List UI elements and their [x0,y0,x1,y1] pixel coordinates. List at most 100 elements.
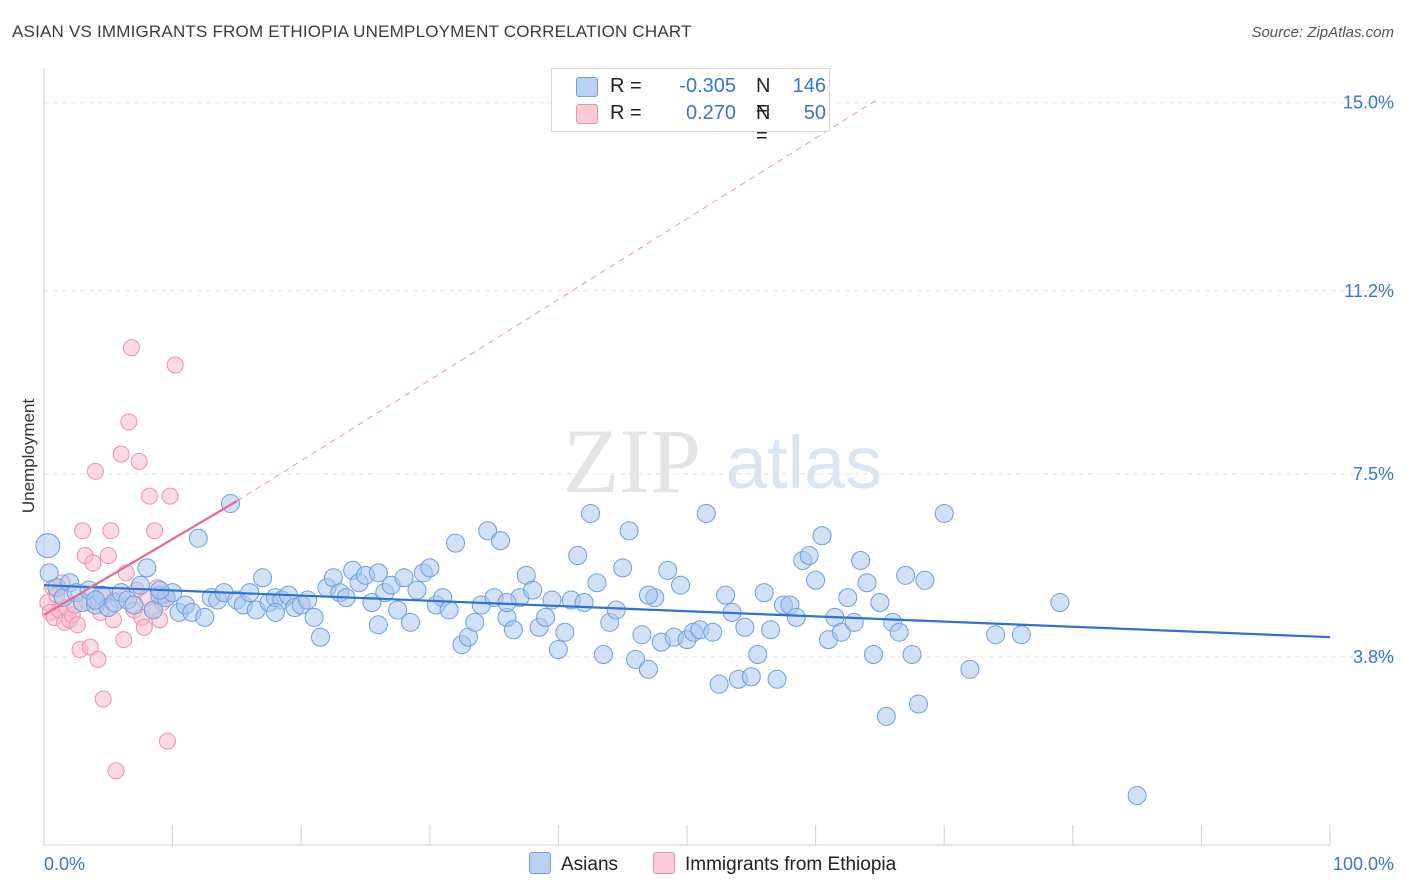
asian-point-15 [130,575,150,595]
asian-point-126 [844,612,864,632]
asian-point-58 [407,580,427,600]
asian-point-78 [536,607,556,627]
asian-point-94 [638,659,658,679]
asians-n-label: N = [756,75,771,120]
asian-point-55 [388,600,408,620]
y-tick-label-0: 3.8% [1353,647,1394,667]
ethiopia-point-22 [94,690,112,708]
asian-point-130 [870,593,890,613]
ethiopia-r-value: 0.270 [685,102,736,124]
bottom-asians-label: Asians [561,854,619,875]
ethiopia-point-12 [68,616,86,634]
ethiopia-points [39,339,184,780]
asian-point-67 [465,612,485,632]
asian-point-41 [298,590,318,610]
zipatlas-watermark: ZIP atlas [563,410,882,512]
ethiopia-trend-extension [236,97,881,502]
asian-point-131 [876,706,896,726]
x-axis-max-label: 100.0% [1333,854,1394,874]
asian-point-97 [658,560,678,580]
asian-point-86 [587,573,607,593]
asian-point-136 [908,694,928,714]
x-ticks [43,825,1331,845]
asian-points [35,494,1147,806]
asian-point-42 [304,607,324,627]
bottom-ethiopia-swatch [653,852,675,874]
ethiopia-n-value: 50 [803,102,826,124]
asian-point-110 [741,667,761,687]
asian-point-52 [368,615,388,635]
asian-point-146 [265,602,285,622]
asian-point-128 [857,573,877,593]
x-axis-min-label: 0.0% [44,854,85,874]
ethiopia-point-19 [86,462,104,480]
asian-point-103 [696,503,716,523]
asian-point-138 [934,503,954,523]
asian-point-148 [497,593,517,613]
asians-swatch [576,77,598,97]
trend-lines [43,97,1331,639]
ethiopia-point-25 [102,522,120,540]
asian-point-105 [709,674,729,694]
asian-point-129 [863,644,883,664]
asian-point-149 [638,585,658,605]
asian-point-89 [606,600,626,620]
ethiopia-point-38 [135,618,153,636]
asian-point-90 [613,558,633,578]
ethiopia-point-49 [166,356,184,374]
asian-point-117 [786,607,806,627]
ethiopia-point-30 [115,631,133,649]
watermark-zip: ZIP [563,410,701,512]
asian-point-56 [394,568,414,588]
asian-point-43 [310,627,330,647]
asian-point-134 [896,565,916,585]
ethiopia-r-label: R = [610,102,648,124]
asian-point-57 [401,612,421,632]
asian-point-143 [1127,786,1147,806]
source-credit: Source: ZipAtlas.com [1251,24,1394,41]
asian-point-121 [812,526,832,546]
asian-point-111 [748,644,768,664]
asian-point-119 [799,546,819,566]
asian-point-91 [619,521,639,541]
asian-point-124 [831,622,851,642]
ethiopia-point-36 [130,453,148,470]
asian-point-84 [574,593,594,613]
ethiopia-point-42 [146,522,164,540]
asian-point-14 [124,595,144,615]
asian-point-113 [761,620,781,640]
asian-point-93 [632,625,652,645]
ethiopia-point-18 [84,554,102,572]
asian-point-112 [754,583,774,603]
asian-point-133 [889,622,909,642]
asian-point-1 [39,563,59,583]
asian-point-125 [838,588,858,608]
watermark-atlas: atlas [726,421,882,504]
asian-point-69 [478,521,498,541]
y-tick-labels: 3.8% 7.5% 11.2% 15.0% [1343,93,1394,667]
asian-trend-line [43,584,1331,639]
asian-point-109 [735,617,755,637]
asian-point-92 [626,649,646,669]
ethiopia-point-14 [74,522,92,540]
chart-title: ASIAN VS IMMIGRANTS FROM ETHIOPIA UNEMPL… [12,22,692,41]
asians-r-value: -0.305 [679,75,736,97]
asian-point-83 [568,546,588,566]
asian-point-104 [703,622,723,642]
y-tick-label-1: 7.5% [1353,464,1394,484]
asian-point-99 [671,575,691,595]
ethiopia-point-24 [99,547,117,565]
asian-point-63 [439,600,459,620]
asian-point-24 [188,528,208,548]
y-tick-label-3: 15.0% [1343,93,1394,113]
bottom-asians-swatch [529,852,551,874]
ethiopia-trend-line [43,500,238,616]
ethiopia-point-32 [120,413,138,431]
ethiopia-swatch [576,104,598,124]
asian-point-0 [35,533,61,559]
asian-point-140 [986,625,1006,645]
asian-point-114 [767,669,787,689]
ethiopia-point-17 [81,638,99,656]
ethiopia-point-33 [122,339,140,357]
